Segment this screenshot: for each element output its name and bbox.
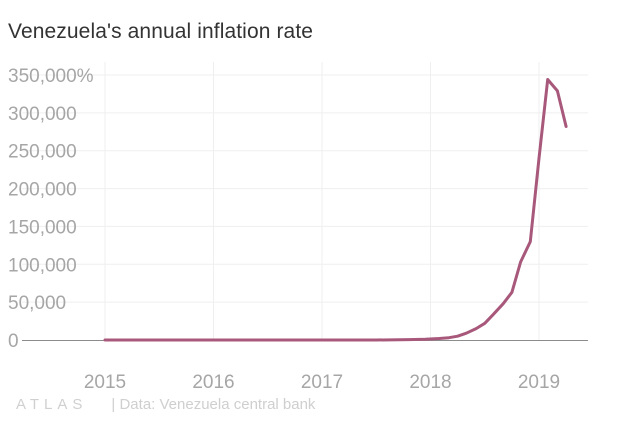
x-tick-label: 2018 bbox=[409, 372, 451, 393]
y-tick-label: 250,000 bbox=[8, 142, 77, 163]
y-tick-label: 200,000 bbox=[8, 180, 77, 201]
y-tick-label: 150,000 bbox=[8, 217, 77, 238]
x-tick-label: 2015 bbox=[84, 372, 126, 393]
atlas-logo: ATLAS bbox=[16, 395, 88, 413]
x-axis-ticks: 2015 2016 2017 2018 2019 bbox=[84, 372, 560, 393]
source-note: | Data: Venezuela central bank bbox=[111, 395, 316, 413]
x-tick-label: 2019 bbox=[518, 372, 560, 393]
x-tick-label: 2017 bbox=[301, 372, 343, 393]
x-tick-label: 2016 bbox=[192, 372, 234, 393]
y-tick-label: 50,000 bbox=[8, 293, 66, 314]
chart-title: Venezuela's annual inflation rate bbox=[8, 20, 314, 43]
x-gridlines bbox=[104, 62, 540, 340]
y-tick-label: 300,000 bbox=[8, 104, 77, 125]
inflation-line bbox=[103, 78, 568, 342]
y-tick-label: 100,000 bbox=[8, 255, 77, 276]
footer: ATLAS | Data: Venezuela central bank bbox=[16, 394, 315, 414]
y-gridlines bbox=[22, 74, 588, 303]
y-tick-label: 350,000% bbox=[8, 66, 94, 87]
y-axis-ticks: 350,000% 300,000 250,000 200,000 150,000 100,… bbox=[8, 66, 94, 352]
y-tick-label: 0 bbox=[8, 331, 19, 352]
